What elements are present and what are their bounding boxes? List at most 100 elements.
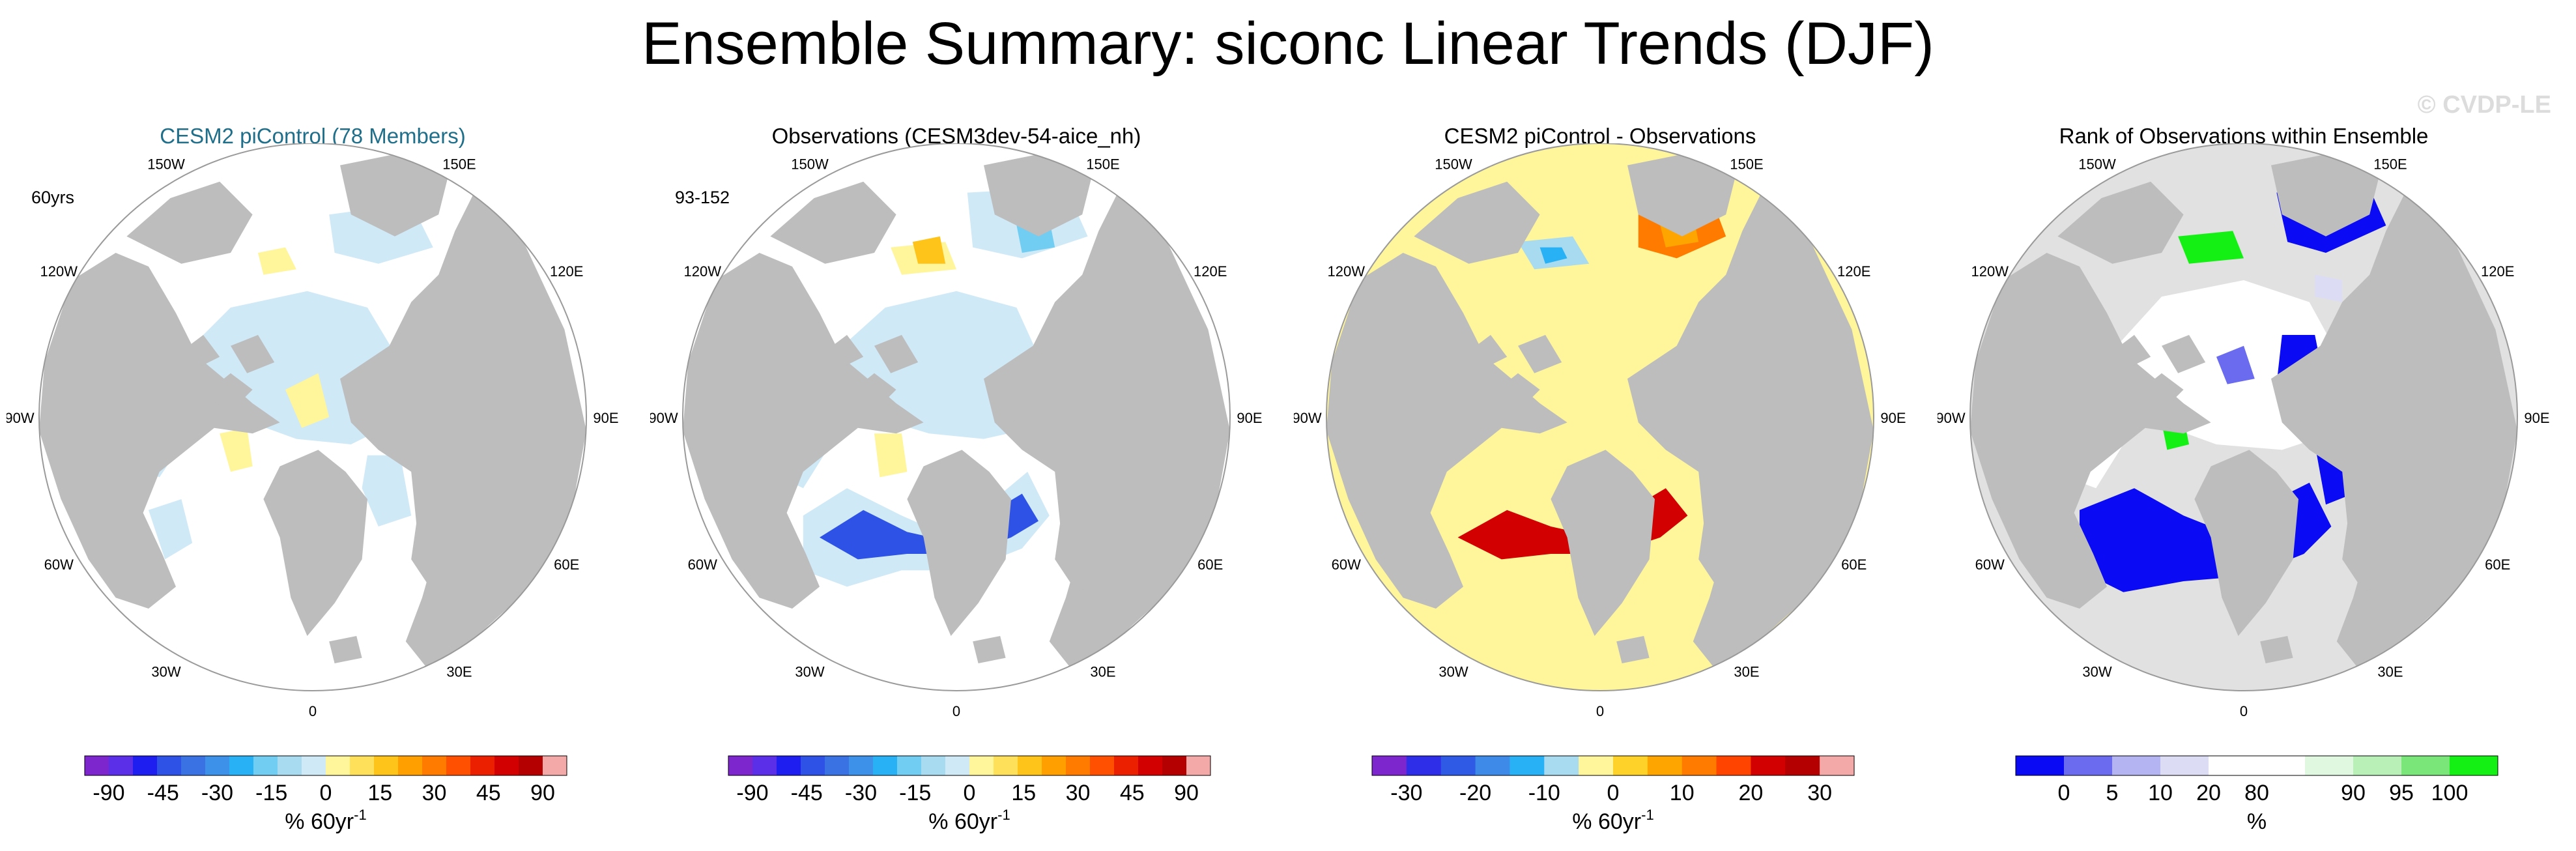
land-mass (1326, 253, 1567, 609)
colorbar-swatch (519, 756, 543, 775)
colorbar-swatch (1613, 756, 1648, 775)
panel-observations: Observations (CESM3dev-54-aice_nh) 18015… (644, 117, 1269, 847)
longitude-label: 90W (1938, 410, 1966, 426)
period-annotation: 60yrs (31, 188, 75, 207)
colorbar-swatch (1018, 756, 1042, 775)
colorbar-swatch (205, 756, 230, 775)
colorbar-tick-label: 45 (476, 781, 501, 805)
colorbar-tick-label: -30 (845, 781, 877, 805)
land-mass (1414, 181, 1540, 264)
data-field-patch (285, 373, 330, 428)
colorbar-swatch (969, 756, 994, 775)
data-field-patch (2216, 345, 2255, 384)
land-mass (1551, 450, 1655, 636)
colorbar-swatch (422, 756, 447, 775)
colorbar-tick-label: 0 (964, 781, 976, 805)
panel-rank: Rank of Observations within Ensemble 180… (1931, 117, 2556, 847)
colorbar: -90 -45 -30 -15 0 15 30 45 90 % 60yr-1 (84, 755, 567, 834)
data-field-patch (874, 433, 908, 478)
colorbar-tick-label: 30 (422, 781, 447, 805)
longitude-label: 150W (2078, 156, 2116, 172)
longitude-label: 120E (1194, 263, 1227, 280)
longitude-label: 150W (147, 156, 185, 172)
colorbar-swatch (1785, 756, 1820, 775)
longitude-label: 60W (44, 556, 74, 573)
longitude-label: 150E (1086, 156, 1119, 172)
longitude-label: 150W (1435, 156, 1472, 172)
map-border (1969, 143, 2518, 691)
longitude-label: 120W (1971, 263, 2009, 280)
colorbar-label-superscript: -1 (354, 807, 367, 823)
land-mass (340, 154, 450, 237)
watermark: © CVDP-LE (2417, 91, 2551, 119)
land-mass (411, 499, 477, 592)
land-mass (683, 253, 924, 609)
land-mass (1970, 253, 2211, 609)
longitude-label: 30E (1090, 664, 1115, 680)
colorbar-swatch (1186, 756, 1211, 775)
colorbar: -90 -45 -30 -15 0 15 30 45 90 % 60yr-1 (728, 755, 1211, 834)
land-mass (2342, 499, 2408, 592)
colorbar-swatch (374, 756, 399, 775)
colorbar-swatch (1682, 756, 1717, 775)
colorbar-swatch (109, 756, 134, 775)
colorbar-swatch (2305, 756, 2354, 775)
longitude-label: 60W (1332, 556, 1361, 573)
colorbar-swatch (1440, 756, 1476, 775)
colorbar-swatch (398, 756, 423, 775)
colorbar-tick-label: 15 (367, 781, 392, 805)
colorbar-tick-label: 5 (2106, 781, 2119, 805)
land-mass (984, 154, 1093, 237)
colorbar-label: % (2247, 809, 2267, 834)
polar-map: 180150E120E90E60E30E030W60W90W120W150W (1294, 143, 1906, 719)
colorbar-swatch (849, 756, 874, 775)
longitude-label: 90E (593, 410, 618, 426)
land-mass (1698, 499, 1764, 592)
colorbar-swatch (897, 756, 922, 775)
colorbar-tick-label: -90 (93, 781, 124, 805)
land-mass (231, 335, 275, 373)
panel-ensemble-mean: CESM2 piControl (78 Members) 180150E120E… (0, 117, 625, 847)
colorbar-swatch (85, 756, 109, 775)
colorbar-tick-label: 95 (2389, 781, 2414, 805)
colorbar-swatch (1114, 756, 1139, 775)
longitude-label: 90E (2524, 410, 2549, 426)
colorbar-swatch (2064, 756, 2113, 775)
land-mass (367, 411, 395, 444)
period-annotation: 93-152 (675, 188, 730, 207)
colorbar-swatch (1162, 756, 1187, 775)
colorbar-swatch (1716, 756, 1751, 775)
colorbar-swatch (1066, 756, 1091, 775)
data-field-patch (149, 499, 193, 560)
longitude-label: 0 (1596, 703, 1604, 719)
longitude-label: 60W (1975, 556, 2005, 573)
colorbar-label: % 60yr-1 (928, 807, 1010, 834)
colorbar-tick-label: 30 (1066, 781, 1091, 805)
longitude-label: 90W (1294, 410, 1322, 426)
colorbar-swatch (1510, 756, 1545, 775)
colorbar-swatch (2112, 756, 2161, 775)
longitude-label: 0 (309, 703, 317, 719)
longitude-label: 120E (1837, 263, 1870, 280)
panel-difference: CESM2 piControl - Observations 180150E12… (1287, 117, 1913, 847)
colorbar-swatch (1138, 756, 1163, 775)
longitude-label: 30E (2377, 664, 2403, 680)
colorbar-swatch (253, 756, 278, 775)
longitude-label: 60E (2485, 556, 2510, 573)
colorbar-swatch (2257, 756, 2306, 775)
land-mass (1468, 335, 1508, 368)
colorbar-tick-label: 80 (2244, 781, 2269, 805)
colorbar-swatch (752, 756, 777, 775)
colorbar-tick-label: -45 (147, 781, 179, 805)
colorbar-swatch (873, 756, 898, 775)
longitude-label: 30W (151, 664, 180, 680)
colorbar-swatch (2353, 756, 2402, 775)
longitude-label: 30E (446, 664, 472, 680)
land-mass (2271, 176, 2517, 669)
colorbar-swatch (470, 756, 495, 775)
colorbar-label-superscript: -1 (997, 807, 1010, 823)
land-mass (2134, 373, 2184, 412)
colorbar-swatch (494, 756, 519, 775)
longitude-label: 30W (795, 664, 824, 680)
longitude-label: 0 (952, 703, 960, 719)
